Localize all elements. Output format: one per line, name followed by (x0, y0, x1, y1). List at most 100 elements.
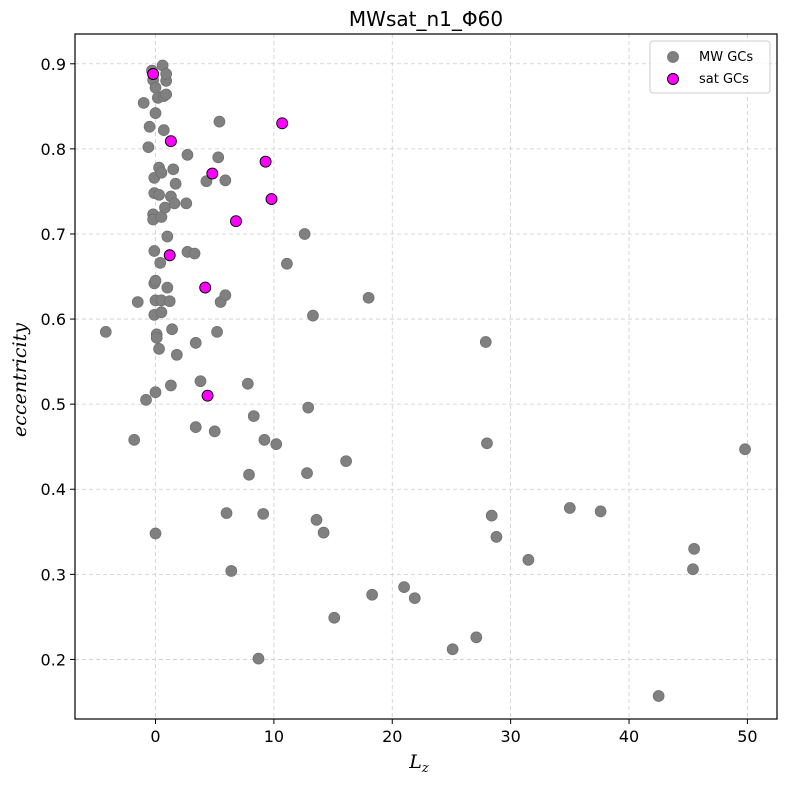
plot-frame (74, 33, 778, 720)
mw-gc-point (149, 527, 162, 540)
mw-gc-point (180, 197, 193, 210)
mw-gc-point (165, 379, 177, 392)
mw-gc-point (563, 502, 576, 514)
mw-gc-point (137, 97, 150, 109)
mw-gc-point (652, 690, 665, 702)
mw-gc-point (310, 514, 323, 526)
y-tick-label: 0.4 (41, 480, 66, 499)
sat-gc-point (164, 135, 177, 148)
mw-gc-point (99, 325, 112, 338)
x-axis-ticks: 0 10 20 30 40 50 (150, 719, 758, 746)
mw-gc-point (220, 507, 233, 519)
mw-gc-point (257, 508, 270, 520)
mw-gc-point (252, 652, 265, 665)
mw-gc-point (247, 410, 260, 422)
mw-gc-point (688, 542, 700, 555)
sat-gc-point (147, 68, 160, 80)
mw-gc-point (408, 592, 421, 605)
mw-gc-point (153, 188, 165, 201)
mw-gc-point (181, 148, 194, 161)
mw-gc-point (161, 281, 174, 294)
mw-gc-point (170, 348, 183, 361)
mw-gc-point (168, 197, 181, 210)
legend: MW GCs sat GCs (649, 40, 771, 94)
sat-gc-point (163, 249, 176, 262)
legend-marker-mw (667, 51, 679, 63)
chart-title: MWsat_n1_Φ60 (349, 7, 503, 31)
mw-gc-point (219, 289, 232, 302)
mw-gc-point (739, 443, 751, 456)
sat-gc-point (206, 167, 219, 180)
sat-gc-point (265, 193, 278, 206)
mw-gc-point (479, 336, 492, 348)
x-tick-label: 20 (382, 727, 402, 746)
mw-gc-point (398, 581, 410, 593)
mw-gc-point (149, 274, 162, 287)
mw-gc-point (131, 296, 144, 308)
mw-gc-point (490, 531, 503, 543)
sat-gc-point (276, 117, 289, 130)
legend-marker-sat (667, 73, 679, 85)
mw-gc-point (154, 257, 167, 269)
mw-gc-point (219, 174, 232, 187)
x-tick-label: 40 (619, 727, 639, 746)
mw-gc-point (298, 228, 311, 240)
mw-gc-point (166, 323, 178, 336)
x-axis-label-subscript: z (421, 761, 429, 776)
x-tick-label: 50 (737, 727, 757, 746)
mw-gc-point (470, 631, 483, 644)
mw-gc-point (270, 438, 283, 450)
mw-gc-point (362, 291, 375, 304)
legend-label-sat: sat GCs (699, 72, 749, 87)
y-axis-label: eccentricity (9, 323, 31, 437)
mw-gc-point (485, 509, 498, 522)
legend-box (649, 40, 771, 94)
mw-gc-point (167, 163, 180, 176)
mw-gc-point (189, 421, 202, 433)
mw-gc-point (128, 434, 141, 446)
mw-gc-point (213, 115, 226, 128)
mw-gc-point (208, 425, 221, 438)
mw-gc-point (301, 467, 313, 479)
mw-gc-point (143, 120, 156, 133)
mw-gc-point (212, 151, 225, 164)
mw-gc-point (328, 611, 341, 624)
legend-label-mw: MW GCs (699, 50, 753, 65)
data-points (99, 59, 751, 702)
mw-gc-point (149, 107, 162, 119)
mw-gc-point (687, 563, 699, 576)
mw-gc-point (149, 81, 162, 94)
mw-gc-point (153, 342, 165, 355)
y-tick-label: 0.5 (41, 395, 66, 414)
sat-gc-point (199, 281, 212, 294)
mw-gc-point (189, 337, 202, 349)
sat-gc-point (201, 389, 214, 402)
grid-lines (75, 34, 777, 719)
x-tick-label: 10 (264, 727, 284, 746)
mw-gc-point (142, 141, 155, 154)
mw-gc-point (522, 554, 535, 566)
mw-gc-point (150, 331, 163, 344)
mw-gc-point (241, 377, 254, 390)
mw-gc-point (302, 401, 315, 414)
y-tick-label: 0.3 (41, 565, 66, 584)
mw-gc-point (188, 247, 201, 260)
mw-gc-point (169, 177, 182, 190)
mw-gc-point (258, 434, 271, 446)
y-tick-label: 0.6 (41, 310, 66, 329)
y-axis-ticks: 0.2 0.3 0.4 0.5 0.6 0.7 0.8 0.9 (41, 55, 75, 669)
mw-gc-point (140, 394, 152, 406)
mw-gc-point (366, 588, 378, 601)
mw-gc-point (281, 257, 293, 270)
mw-gc-point (481, 437, 493, 450)
mw-gc-point (317, 526, 330, 539)
y-tick-label: 0.7 (41, 225, 66, 244)
mw-gc-point (163, 295, 176, 308)
mw-gc-point (211, 325, 223, 338)
mw-gc-point (594, 505, 607, 518)
sat-gc-point (259, 155, 272, 168)
mw-gc-point (446, 643, 459, 656)
mw-gc-point (194, 375, 207, 388)
